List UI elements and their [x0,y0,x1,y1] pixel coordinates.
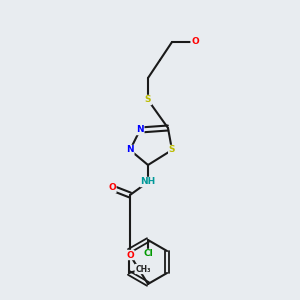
Text: CH₃: CH₃ [135,265,151,274]
Text: O: O [108,184,116,193]
Text: NH: NH [140,178,156,187]
Text: S: S [169,146,175,154]
Text: N: N [136,125,144,134]
Text: S: S [145,95,151,104]
Text: O: O [126,250,134,260]
Text: Cl: Cl [143,250,153,259]
Text: N: N [126,146,134,154]
Text: O: O [191,38,199,46]
